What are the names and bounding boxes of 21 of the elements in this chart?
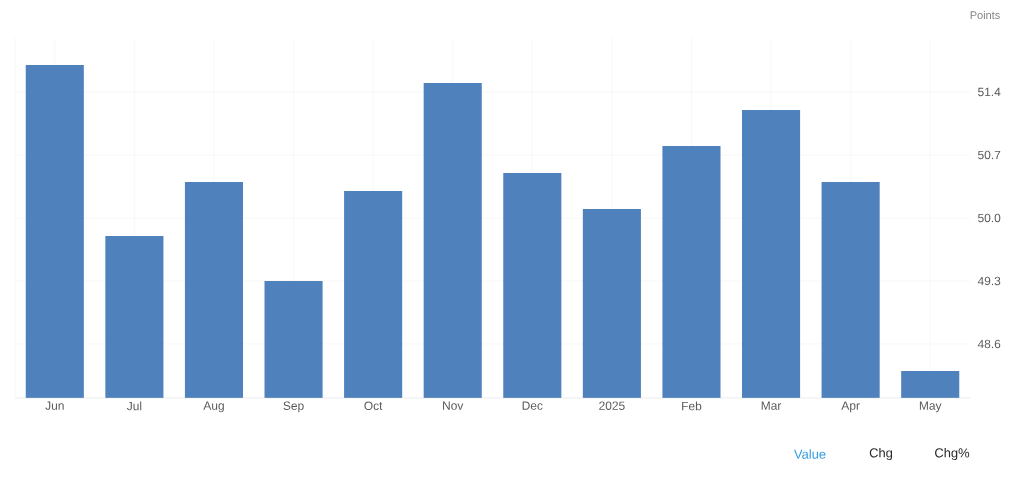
x-tick-label: Nov [443, 401, 464, 410]
x-tick-label: Aug [203, 401, 224, 413]
y-tick-label: 51.4 [978, 87, 1001, 97]
x-tick-label: Dec [522, 401, 543, 410]
y-tick-label: 50.7 [978, 150, 1001, 160]
text: Chg [869, 447, 893, 461]
y-tick-label: 50.0 [978, 213, 1001, 223]
text: Chg% [935, 447, 970, 461]
text: Value [793, 449, 826, 459]
y-tick-label: 49.3 [977, 276, 1001, 286]
y-axis-title: Points [970, 10, 1000, 20]
x-tick-label: Jul [126, 401, 142, 411]
x-tick-label: 2025 [599, 401, 625, 410]
y-tick-label: 48.6 [977, 339, 1001, 349]
x-tick-label: Oct [364, 401, 383, 410]
x-tick-label: Sep [283, 401, 304, 413]
x-tick-label: Jun [45, 401, 64, 410]
x-tick-label: Apr [841, 401, 860, 413]
x-tick-label: May [919, 401, 942, 413]
x-tick-label: Feb [682, 401, 702, 411]
x-tick-label: Mar [761, 401, 782, 410]
